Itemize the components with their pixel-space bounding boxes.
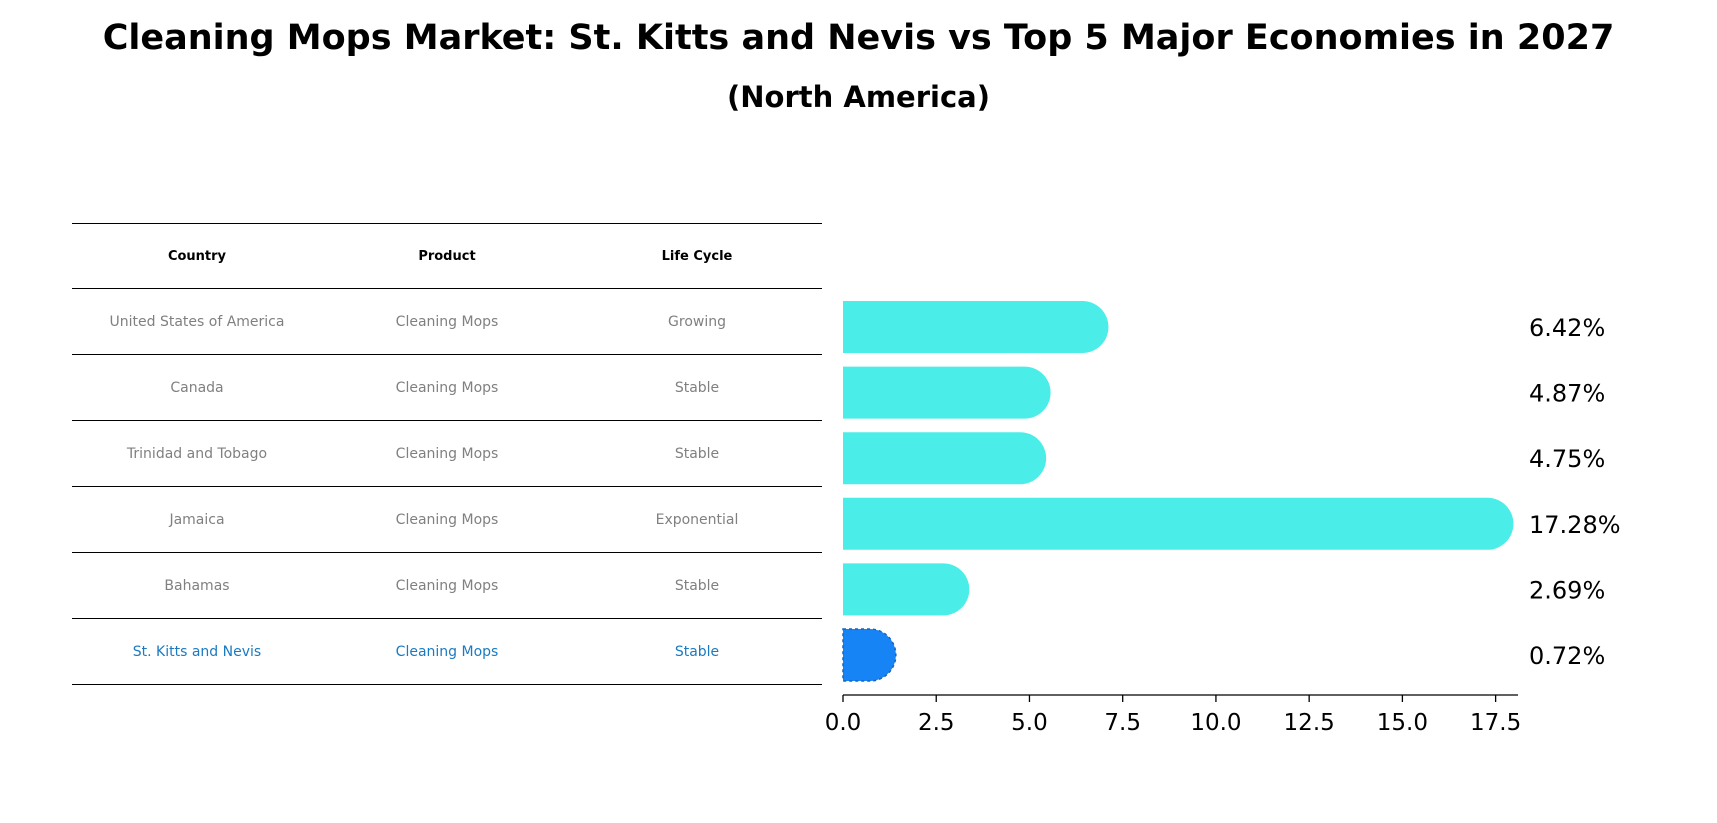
bar-4: [843, 563, 970, 616]
cell-life-cycle: Stable: [674, 445, 720, 462]
x-tick-label-5: 12.5: [1284, 710, 1335, 736]
cell-life-cycle: Stable: [674, 643, 720, 660]
bar-highlight-outline: [842, 628, 897, 682]
cell-life-cycle: Stable: [674, 379, 720, 396]
bar-2: [843, 432, 1047, 485]
x-tick-label-0: 0.0: [825, 710, 862, 736]
table-row: Trinidad and Tobago Cleaning Mops Stable: [72, 421, 822, 487]
cell-life-cycle: Growing: [668, 313, 726, 330]
bar-3: [843, 497, 1514, 550]
cell-product: Cleaning Mops: [395, 313, 499, 330]
cell-country: Bahamas: [164, 577, 230, 594]
x-tick-label-3: 7.5: [1104, 710, 1141, 736]
table-header-row: Country Product Life Cycle: [72, 223, 822, 289]
cell-country: Jamaica: [169, 511, 225, 528]
x-tick-label-7: 17.5: [1470, 710, 1521, 736]
bar-0: [843, 301, 1109, 353]
cell-life-cycle: Stable: [674, 577, 720, 594]
cell-country: United States of America: [109, 313, 285, 330]
cell-product: Cleaning Mops: [395, 511, 499, 528]
chart-title: Cleaning Mops Market: St. Kitts and Nevi…: [102, 18, 1615, 58]
cell-product: Cleaning Mops: [395, 577, 499, 594]
value-label-3: 17.28%: [1529, 511, 1621, 539]
cell-country: Canada: [170, 379, 224, 396]
x-tick-label-1: 2.5: [918, 710, 955, 736]
x-tick-label-6: 15.0: [1377, 710, 1428, 736]
value-label-2: 4.75%: [1529, 445, 1605, 473]
bar-1: [843, 366, 1051, 419]
value-label-4: 2.69%: [1529, 576, 1605, 604]
cell-product: Cleaning Mops: [395, 379, 499, 396]
x-tick-label-4: 10.0: [1190, 710, 1241, 736]
header-life-cycle: Life Cycle: [661, 248, 733, 264]
header-product: Product: [418, 248, 476, 264]
country-table: Country Product Life Cycle United States…: [72, 223, 822, 685]
value-label-1: 4.87%: [1529, 380, 1605, 408]
table-row: Jamaica Cleaning Mops Exponential: [72, 487, 822, 553]
cell-life-cycle: Exponential: [655, 511, 739, 528]
chart-subtitle: (North America): [727, 80, 990, 114]
table-row: Bahamas Cleaning Mops Stable: [72, 553, 822, 619]
table-row: United States of America Cleaning Mops G…: [72, 289, 822, 355]
x-tick-label-2: 5.0: [1011, 710, 1048, 736]
cell-country: Trinidad and Tobago: [126, 445, 268, 462]
table-row: Canada Cleaning Mops Stable: [72, 355, 822, 421]
cell-country: St. Kitts and Nevis: [132, 643, 262, 660]
cell-product: Cleaning Mops: [395, 643, 499, 660]
table-row-highlighted: St. Kitts and Nevis Cleaning Mops Stable: [72, 619, 822, 685]
cell-product: Cleaning Mops: [395, 445, 499, 462]
value-label-0: 6.42%: [1529, 314, 1605, 342]
value-label-5: 0.72%: [1529, 642, 1605, 670]
header-country: Country: [167, 248, 227, 264]
bar-5: [843, 629, 896, 681]
